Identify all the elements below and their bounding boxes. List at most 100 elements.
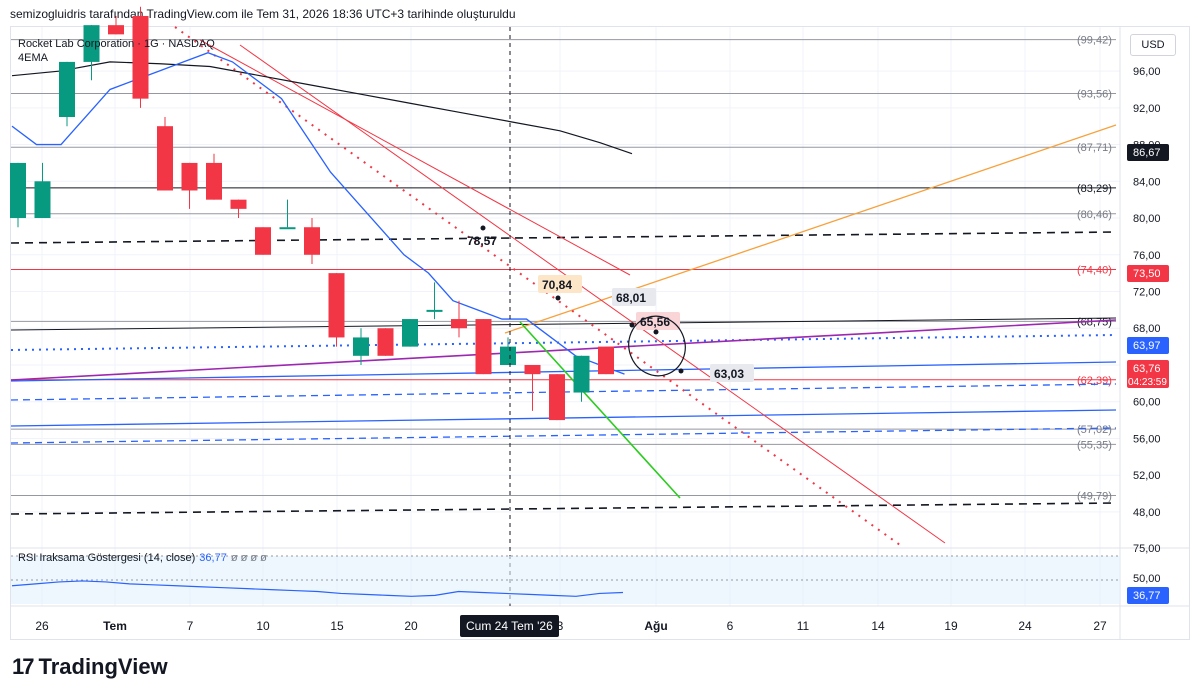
candle-body: [328, 273, 345, 338]
anchor-point: [480, 225, 486, 231]
rsi-zeros: ø ø ø ø: [230, 552, 267, 564]
candle-body: [132, 15, 149, 99]
x-axis-tick: 10: [256, 619, 270, 633]
symbol-line: Rocket Lab Corporation · 1G · NASDAQ: [18, 38, 215, 50]
rsi-title: RSI Iraksama Göstergesi (14, close): [18, 552, 196, 564]
rsi-line: [11, 580, 624, 597]
candle-body: [279, 227, 296, 230]
dashed-level: [10, 502, 1117, 515]
anchor-point: [678, 368, 684, 374]
x-axis-tick: Ağu: [644, 619, 667, 633]
candle-body: [304, 227, 320, 255]
candle-body: [181, 162, 198, 191]
candle-body: [549, 374, 565, 421]
candle-body: [475, 319, 492, 375]
candle-body: [500, 346, 516, 365]
y-axis-tick: 52,00: [1133, 470, 1161, 482]
candle-body: [426, 309, 443, 312]
currency-button[interactable]: USD: [1130, 34, 1176, 56]
rsi-value-tag-text: 36,77: [1133, 590, 1161, 602]
candle-body: [402, 319, 418, 347]
annotation-label: 65,56: [640, 315, 670, 329]
red-dotted-trend-line: [174, 26, 901, 546]
x-axis-tick: 19: [944, 619, 958, 633]
tradingview-logo-icon: 17: [12, 654, 35, 679]
price-level-label: (80,46): [1077, 209, 1112, 221]
x-axis-tick: 27: [1093, 619, 1107, 633]
black-trend-line: [10, 317, 1117, 331]
price-level-label: (68,75): [1077, 316, 1112, 328]
y-axis-tick: 76,00: [1133, 250, 1161, 262]
rsi-axis-tick: 75,00: [1133, 543, 1161, 555]
annotation-label: 78,57: [467, 234, 497, 248]
rsi-value: 36,77: [199, 552, 227, 564]
annotation-label: 63,03: [714, 367, 744, 381]
price-level-label: (57,02): [1077, 424, 1112, 436]
dashed-level: [10, 231, 1117, 244]
price-level-label: (83,29): [1077, 183, 1112, 195]
red-trend-line: [239, 44, 946, 544]
price-tag-text: 73,50: [1133, 268, 1161, 280]
chart-legend: Rocket Lab Corporation · 1G · NASDAQ 4EM…: [18, 37, 215, 65]
anchor-point: [629, 322, 635, 328]
candle-body: [157, 126, 173, 191]
x-axis-tick: Tem: [103, 619, 127, 633]
candle-body: [573, 355, 590, 393]
chart-frame: [10, 26, 1190, 640]
red-trend-line: [199, 39, 631, 276]
x-axis-tick: 11: [797, 619, 810, 633]
price-tag: [1127, 144, 1169, 161]
price-level-label: (99,42): [1077, 35, 1112, 47]
price-tag-text: 86,67: [1133, 147, 1161, 159]
anchor-point: [653, 329, 659, 335]
price-tag: [1127, 337, 1169, 354]
rsi-value-tag: [1127, 587, 1169, 604]
rsi-axis-tick: 50,00: [1133, 573, 1161, 585]
y-axis-tick: 48,00: [1133, 507, 1161, 519]
annotation-label: 70,84: [542, 278, 572, 292]
y-axis-tick: 56,00: [1133, 433, 1161, 445]
purple-trend-line: [10, 319, 1117, 381]
candle-body: [34, 181, 51, 219]
tradingview-footer: 17 TradingView: [12, 654, 168, 680]
y-axis-tick: 84,00: [1133, 176, 1161, 188]
candle-body: [255, 227, 271, 255]
rsi-legend: RSI Iraksama Göstergesi (14, close) 36,77…: [18, 552, 267, 564]
candle-body: [230, 199, 247, 209]
brand-name: TradingView: [38, 654, 168, 679]
crosshair-date-label: Cum 24 Tem '26: [460, 615, 559, 637]
indicator-label: 4EMA: [18, 52, 48, 64]
y-axis-tick: 72,00: [1133, 287, 1161, 299]
countdown-text: 04:23:59: [1128, 377, 1167, 388]
candle-body: [524, 364, 541, 375]
price-level-label: (55,35): [1077, 439, 1112, 451]
x-axis-tick: 14: [871, 619, 885, 633]
x-axis-tick: 26: [35, 619, 49, 633]
orange-trend-line: [504, 124, 1117, 334]
price-tag: [1127, 360, 1169, 388]
candle-body: [451, 319, 467, 329]
candle-body: [59, 61, 75, 118]
blue-trend-line: [10, 361, 1117, 382]
y-axis-tick: 60,00: [1133, 397, 1161, 409]
annotation-bg: [710, 364, 754, 382]
y-axis-tick: 80,00: [1133, 213, 1161, 225]
annotation-bg: [636, 312, 680, 330]
price-level-label: (93,56): [1077, 88, 1112, 100]
x-axis-tick: 20: [404, 619, 418, 633]
candle-body: [377, 328, 394, 356]
annotation-label: 68,01: [616, 291, 646, 305]
annotation-bg: [612, 288, 656, 306]
candle-body: [108, 25, 124, 35]
ema-slow-line: [11, 61, 633, 155]
blue-dotted-line: [10, 334, 1117, 351]
x-axis-tick: 7: [187, 619, 194, 633]
candle-body: [598, 346, 614, 375]
candle-body: [353, 337, 369, 356]
candle-body: [83, 25, 100, 62]
candle-body: [10, 162, 26, 219]
x-axis-tick: 3: [557, 619, 564, 633]
price-tag-text: 63,97: [1133, 340, 1161, 352]
green-trend-line: [519, 321, 681, 499]
